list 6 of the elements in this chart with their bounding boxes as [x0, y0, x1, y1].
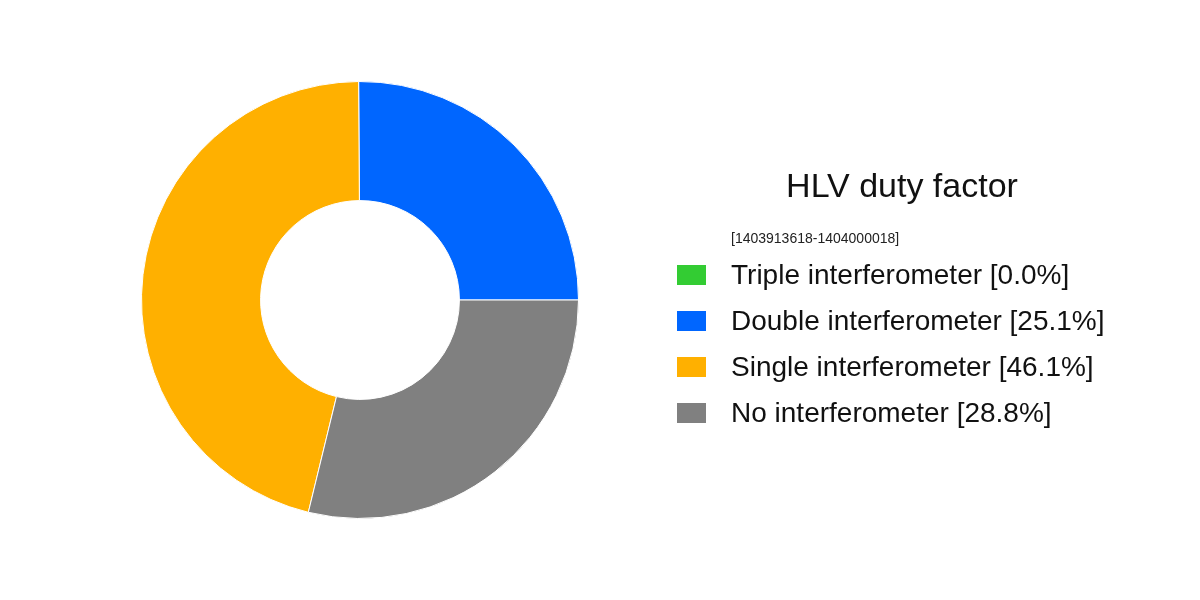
legend-label: Single interferometer [46.1%]: [731, 350, 1094, 384]
legend-label: Triple interferometer [0.0%]: [731, 258, 1070, 292]
legend-label: No interferometer [28.8%]: [731, 396, 1052, 430]
text: [1403913618-1404000018]: [730, 230, 901, 246]
legend-label: Double interferometer [25.1%]: [731, 304, 1105, 338]
text: HLV duty factor: [785, 166, 1019, 204]
